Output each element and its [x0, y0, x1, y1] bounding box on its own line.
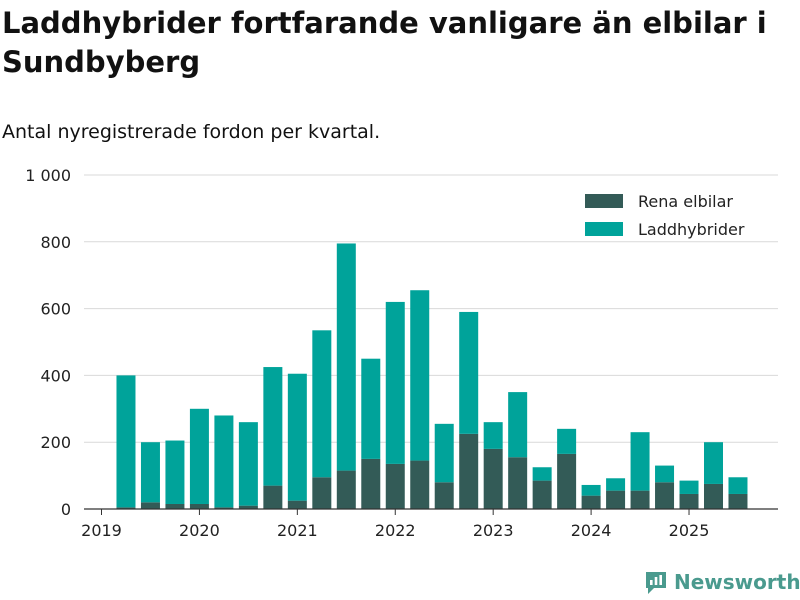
bar-rena-elbilar [704, 483, 723, 509]
bar-rena-elbilar [557, 453, 577, 509]
bar-laddhybrider [165, 440, 185, 504]
bar-rena-elbilar [214, 507, 234, 509]
bar-laddhybrider [557, 428, 577, 454]
x-tick-label: 2022 [375, 521, 416, 540]
bars [116, 243, 748, 509]
bar-rena-elbilar [483, 448, 503, 509]
bar-laddhybrider [532, 467, 552, 481]
newsworthy-logo: Newsworthy [644, 569, 800, 595]
legend-swatch-elbilar [585, 194, 623, 208]
bar-laddhybrider [287, 373, 307, 501]
legend-label-elbilar: Rena elbilar [638, 192, 733, 211]
legend-swatch-laddhybrider [585, 222, 623, 236]
bar-rena-elbilar [508, 457, 528, 509]
bar-rena-elbilar [581, 495, 601, 509]
bar-rena-elbilar [385, 463, 405, 509]
bar-laddhybrider [361, 358, 381, 459]
legend-label-laddhybrider: Laddhybrider [638, 220, 745, 239]
bar-rena-elbilar [263, 485, 283, 509]
y-tick-label: 0 [61, 500, 71, 519]
bar-rena-elbilar [361, 458, 381, 509]
bar-laddhybrider [508, 392, 528, 458]
bar-rena-elbilar [434, 482, 454, 509]
bar-laddhybrider [728, 477, 748, 494]
y-axis-ticks: 0 200 400 600 800 1 000 [25, 166, 71, 519]
y-tick-label: 400 [40, 366, 71, 385]
bar-rena-elbilar [606, 490, 626, 509]
bar-laddhybrider [704, 442, 723, 484]
newsworthy-logo-icon [646, 572, 666, 594]
x-tick-label: 2019 [81, 521, 122, 540]
bar-laddhybrider [116, 375, 136, 508]
bar-rena-elbilar [116, 507, 136, 509]
bar-laddhybrider [312, 330, 332, 478]
bar-laddhybrider [606, 478, 626, 491]
y-tick-label: 800 [40, 233, 71, 252]
bar-laddhybrider [336, 243, 356, 471]
bar-laddhybrider [238, 422, 258, 506]
bar-laddhybrider [214, 415, 234, 508]
bar-laddhybrider [655, 465, 675, 483]
bar-laddhybrider [434, 423, 454, 483]
bar-laddhybrider [630, 432, 650, 491]
bar-laddhybrider [410, 290, 430, 461]
y-tick-label: 200 [40, 433, 71, 452]
bar-rena-elbilar [287, 500, 307, 509]
bar-rena-elbilar [679, 493, 699, 509]
legend: Rena elbilar Laddhybrider [577, 185, 765, 241]
bar-rena-elbilar [630, 490, 650, 509]
x-tick-label: 2023 [473, 521, 514, 540]
bar-rena-elbilar [655, 482, 675, 509]
bar-laddhybrider [385, 301, 405, 464]
x-tick-label: 2020 [179, 521, 220, 540]
bar-rena-elbilar [336, 470, 356, 509]
bar-rena-elbilar [410, 460, 430, 509]
x-tick-label: 2021 [277, 521, 318, 540]
bar-laddhybrider [263, 367, 283, 486]
bar-laddhybrider [189, 408, 209, 504]
x-axis-ticks: 2019 2020 2021 2022 2023 2024 2025 [81, 509, 709, 540]
x-tick-label: 2025 [669, 521, 710, 540]
bar-laddhybrider [581, 484, 601, 496]
x-tick-label: 2024 [571, 521, 612, 540]
bar-rena-elbilar [459, 433, 479, 509]
bar-rena-elbilar [532, 480, 552, 509]
y-tick-label: 600 [40, 300, 71, 319]
bar-rena-elbilar [312, 477, 332, 509]
chart-title: Laddhybrider fortfarande vanligare än el… [2, 6, 767, 79]
bar-laddhybrider [140, 442, 160, 503]
gridlines [84, 174, 778, 443]
chart-subtitle: Antal nyregistrerade fordon per kvartal. [2, 121, 381, 143]
bar-laddhybrider [679, 480, 699, 494]
bar-rena-elbilar [165, 503, 185, 509]
brand-name: Newsworthy [674, 570, 800, 594]
bar-laddhybrider [459, 311, 479, 434]
bar-rena-elbilar [728, 493, 748, 509]
bar-rena-elbilar [140, 502, 160, 509]
bar-rena-elbilar [238, 505, 258, 509]
y-tick-label: 1 000 [25, 166, 71, 185]
bar-laddhybrider [483, 422, 503, 449]
bar-rena-elbilar [189, 503, 209, 509]
